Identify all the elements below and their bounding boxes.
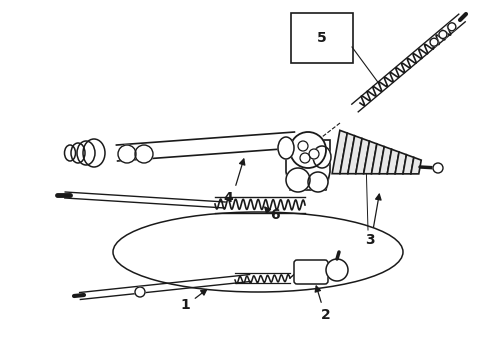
- Text: 5: 5: [317, 31, 327, 45]
- Ellipse shape: [278, 137, 294, 159]
- Ellipse shape: [65, 145, 75, 161]
- Ellipse shape: [71, 143, 85, 163]
- Circle shape: [308, 172, 328, 192]
- Ellipse shape: [83, 139, 105, 167]
- Ellipse shape: [77, 141, 95, 165]
- Circle shape: [298, 141, 308, 151]
- Circle shape: [439, 31, 447, 39]
- Polygon shape: [387, 149, 399, 174]
- Circle shape: [300, 153, 310, 163]
- Ellipse shape: [113, 212, 403, 292]
- Polygon shape: [356, 139, 369, 174]
- Polygon shape: [286, 140, 330, 190]
- Text: 1: 1: [180, 298, 190, 312]
- Circle shape: [326, 259, 348, 281]
- Circle shape: [290, 132, 326, 168]
- Circle shape: [448, 23, 456, 31]
- Text: 6: 6: [270, 208, 280, 222]
- Polygon shape: [395, 152, 406, 174]
- Polygon shape: [403, 155, 414, 174]
- Text: 3: 3: [365, 233, 375, 247]
- FancyBboxPatch shape: [291, 13, 353, 63]
- Polygon shape: [348, 136, 362, 174]
- Circle shape: [309, 149, 319, 159]
- Text: 2: 2: [321, 308, 331, 322]
- Circle shape: [135, 145, 153, 163]
- Circle shape: [118, 145, 136, 163]
- Polygon shape: [364, 141, 377, 174]
- Polygon shape: [340, 133, 355, 174]
- Circle shape: [286, 168, 310, 192]
- Polygon shape: [332, 130, 347, 174]
- Polygon shape: [411, 157, 421, 174]
- Polygon shape: [379, 147, 392, 174]
- Circle shape: [430, 38, 438, 46]
- Ellipse shape: [313, 146, 331, 168]
- Polygon shape: [371, 144, 384, 174]
- Circle shape: [433, 163, 443, 173]
- FancyBboxPatch shape: [294, 260, 328, 284]
- Text: 4: 4: [223, 191, 233, 205]
- Circle shape: [135, 287, 145, 297]
